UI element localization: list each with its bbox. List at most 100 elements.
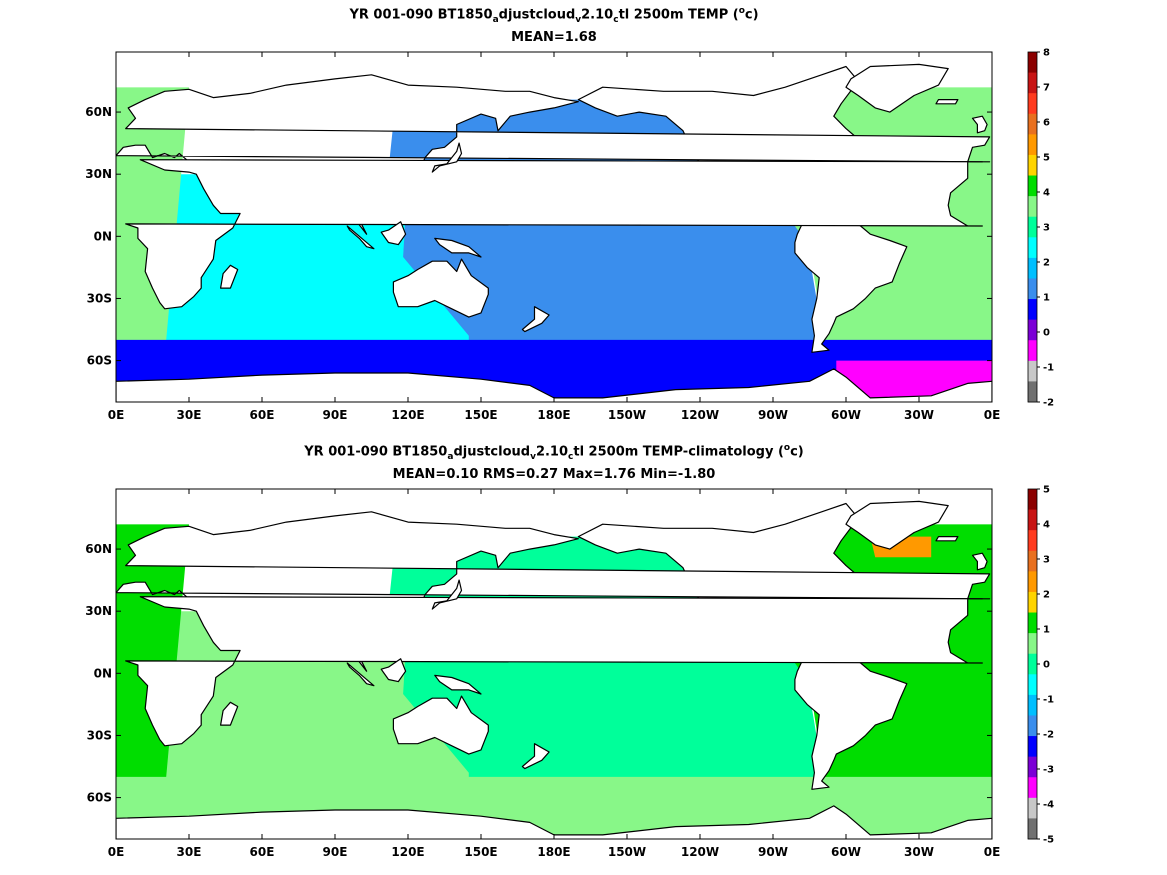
coastline-greenland bbox=[845, 500, 949, 550]
x-tick-label: 150W bbox=[608, 845, 646, 859]
x-tick-label: 30W bbox=[904, 845, 934, 859]
colorbar-swatch bbox=[1028, 52, 1037, 74]
coastline-africa bbox=[125, 159, 991, 310]
colorbar-tick-label: 3 bbox=[1043, 555, 1050, 566]
coastline-australia bbox=[392, 258, 489, 318]
colorbar-tick-label: -1 bbox=[1043, 363, 1054, 374]
x-tick-label: 150E bbox=[464, 845, 497, 859]
y-tick-label: 0N bbox=[94, 229, 112, 243]
colorbar-swatch bbox=[1028, 777, 1037, 799]
colorbar-swatch bbox=[1028, 278, 1037, 300]
coastline-sumatra bbox=[346, 662, 375, 687]
y-tick-label: 60N bbox=[85, 542, 112, 556]
coastline-new-guinea bbox=[434, 674, 482, 695]
x-tick-label: 0E bbox=[108, 408, 125, 422]
colorbar-tick-label: -2 bbox=[1043, 398, 1054, 409]
x-tick-label: 180E bbox=[537, 408, 570, 422]
coastline-greenland bbox=[845, 63, 949, 113]
colorbar-swatch bbox=[1028, 72, 1037, 94]
colorbar-tick-label: 4 bbox=[1043, 520, 1050, 531]
x-tick-label: 150E bbox=[464, 408, 497, 422]
x-tick-label: 120W bbox=[681, 408, 719, 422]
colorbar-tick-label: 3 bbox=[1043, 223, 1050, 234]
colorbar-tick-label: -1 bbox=[1043, 695, 1054, 706]
colorbar-tick-label: 6 bbox=[1043, 118, 1050, 129]
colorbar-swatch bbox=[1028, 299, 1037, 321]
colorbar-swatch bbox=[1028, 489, 1037, 511]
colorbar-swatch bbox=[1028, 360, 1037, 382]
colorbar-swatch bbox=[1028, 154, 1037, 177]
colorbar-swatch bbox=[1028, 715, 1037, 737]
x-tick-label: 180E bbox=[537, 845, 570, 859]
map-plot-area bbox=[116, 489, 992, 839]
x-tick-label: 90W bbox=[758, 408, 788, 422]
x-tick-label: 90W bbox=[758, 845, 788, 859]
coastline-british-isles bbox=[971, 552, 988, 571]
x-tick-label: 30W bbox=[904, 408, 934, 422]
colorbar-tick-label: -3 bbox=[1043, 765, 1054, 776]
colorbar-tick-label: 1 bbox=[1043, 293, 1050, 304]
y-tick-label: 30S bbox=[87, 728, 112, 742]
coastline-british-isles bbox=[971, 115, 988, 134]
colorbar-tick-label: 2 bbox=[1043, 258, 1050, 269]
coastline-japan bbox=[431, 579, 463, 610]
colorbar-swatch bbox=[1028, 633, 1037, 655]
colorbar-swatch bbox=[1028, 175, 1037, 197]
y-tick-label: 0N bbox=[94, 666, 112, 680]
y-tick-label: 60S bbox=[87, 791, 112, 805]
coastline-borneo bbox=[380, 658, 407, 683]
colorbar-swatch bbox=[1028, 571, 1037, 593]
coastline-south-america bbox=[794, 647, 908, 790]
colorbar-swatch bbox=[1028, 612, 1037, 634]
coastline-borneo bbox=[380, 221, 407, 246]
x-tick-label: 0E bbox=[108, 845, 125, 859]
colorbar-tick-label: 8 bbox=[1043, 48, 1050, 59]
colorbar-tick-label: 1 bbox=[1043, 625, 1050, 636]
x-tick-label: 120E bbox=[391, 845, 424, 859]
x-tick-label: 30E bbox=[177, 408, 202, 422]
colorbar-swatch bbox=[1028, 196, 1037, 218]
coastline-iceland bbox=[935, 98, 959, 105]
coastline-antarctica bbox=[116, 805, 992, 839]
chart-subtitle: MEAN=1.68 bbox=[511, 30, 597, 45]
coastline-new-zealand bbox=[521, 306, 550, 333]
coastline-south-america bbox=[794, 210, 908, 353]
colorbar-swatch bbox=[1028, 591, 1037, 614]
colorbar-tick-label: 4 bbox=[1043, 188, 1050, 199]
x-tick-label: 0E bbox=[984, 845, 1001, 859]
colorbar-swatch bbox=[1028, 756, 1037, 778]
colorbar-swatch bbox=[1028, 134, 1037, 156]
y-tick-label: 60N bbox=[85, 105, 112, 119]
colorbar-tick-label: 5 bbox=[1043, 485, 1050, 496]
x-tick-label: 90E bbox=[323, 845, 348, 859]
colorbar-swatch bbox=[1028, 694, 1037, 716]
colorbar-swatch bbox=[1028, 257, 1037, 279]
colorbar-swatch bbox=[1028, 216, 1037, 238]
coastline-japan bbox=[431, 142, 463, 173]
x-tick-label: 90E bbox=[323, 408, 348, 422]
colorbar-tick-label: -4 bbox=[1043, 800, 1054, 811]
colorbar-swatch bbox=[1028, 653, 1037, 675]
colorbar-swatch bbox=[1028, 509, 1037, 531]
colorbar-swatch bbox=[1028, 736, 1037, 758]
colorbar-swatch bbox=[1028, 93, 1037, 115]
colorbar-swatch bbox=[1028, 674, 1037, 696]
x-tick-label: 60W bbox=[831, 408, 861, 422]
bottom-map-panel: YR 001-090 BT1850adjustcloudv2.10ctl 250… bbox=[0, 437, 1167, 875]
colorbar-swatch bbox=[1028, 381, 1037, 403]
coastline-madagascar bbox=[220, 264, 239, 289]
colorbar-swatch bbox=[1028, 530, 1037, 552]
colorbar-swatch bbox=[1028, 319, 1037, 341]
colorbar-swatch bbox=[1028, 340, 1037, 362]
coastline-sumatra bbox=[346, 225, 375, 250]
colorbar-swatch bbox=[1028, 237, 1037, 259]
y-tick-label: 60S bbox=[87, 354, 112, 368]
colorbar-tick-label: 5 bbox=[1043, 153, 1050, 164]
colorbar-tick-label: 0 bbox=[1043, 328, 1050, 339]
y-tick-label: 30N bbox=[85, 604, 112, 618]
coastline-iceland bbox=[935, 535, 959, 542]
chart-subtitle: MEAN=0.10 RMS=0.27 Max=1.76 Min=-1.80 bbox=[392, 467, 716, 482]
colorbar-tick-label: 0 bbox=[1043, 660, 1050, 671]
x-tick-label: 120W bbox=[681, 845, 719, 859]
coastline-africa bbox=[125, 596, 991, 747]
